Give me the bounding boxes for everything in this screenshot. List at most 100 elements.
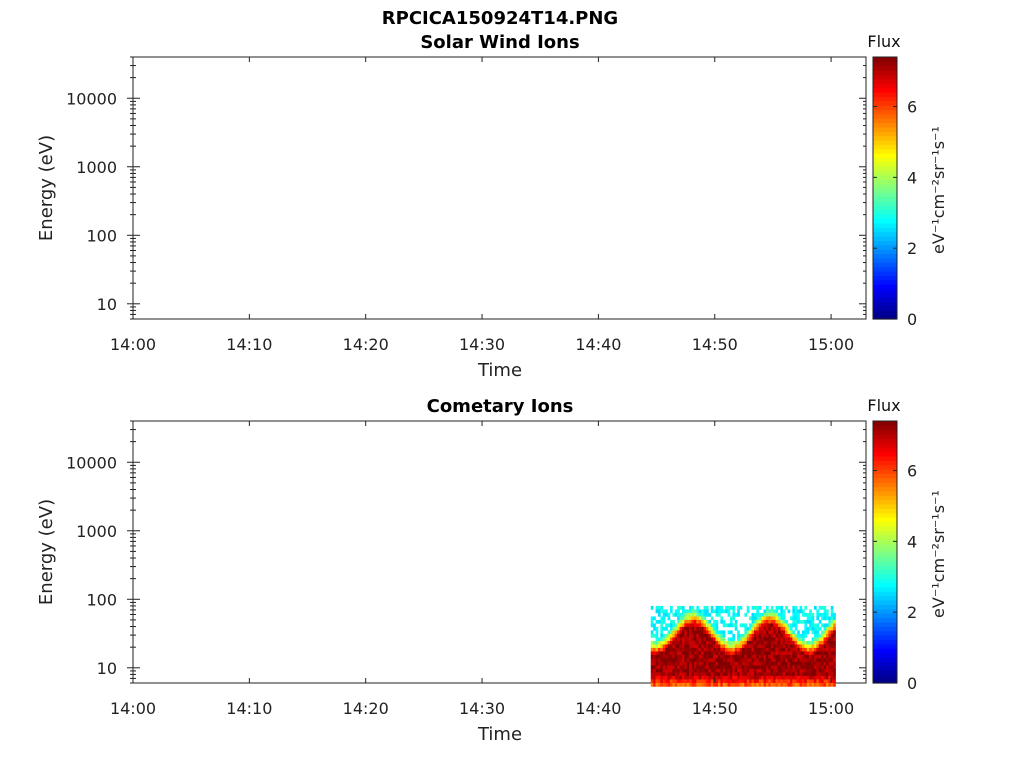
heatmap-cell [727,675,731,680]
heatmap-cell [681,616,685,621]
heatmap-cell [727,682,731,687]
colorbar-tick-label: 0 [907,674,917,693]
heatmap-cell [734,619,738,624]
heatmap-cell [751,619,755,624]
heatmap-cell [813,630,817,635]
heatmap-cell [662,679,666,684]
heatmap-cell [693,630,697,635]
heatmap-cell [686,609,690,614]
heatmap-cell [811,679,815,684]
colorbar-segment [873,543,897,549]
heatmap-cell [770,647,774,652]
heatmap-cell [665,651,668,656]
heatmap-cell [804,651,808,656]
heatmap-cell [765,658,769,663]
heatmap-cell [794,675,798,680]
heatmap-cell [830,637,834,642]
heatmap-cell [715,654,719,659]
heatmap-cell [717,679,721,684]
heatmap-cell [818,651,822,656]
heatmap-cell [684,633,688,638]
heatmap-cell [833,630,836,635]
heatmap-cell [782,675,786,680]
heatmap-cell [799,682,803,687]
colorbar-segment [873,455,897,461]
heatmap-cell [741,647,745,652]
heatmap-cell [686,640,690,645]
heatmap-cell [717,675,721,680]
heatmap-cell [792,623,796,628]
heatmap-cell [710,616,714,621]
heatmap-cell [674,682,678,687]
heatmap-cell [830,672,834,677]
heatmap-cell [662,647,666,652]
heatmap-cell [722,644,726,649]
heatmap-cell [672,654,676,659]
heatmap-cell [801,609,805,614]
heatmap-cell [818,612,822,617]
heatmap-cell [763,623,767,628]
heatmap-cell [734,651,738,656]
heatmap-cell [797,612,800,617]
heatmap-cell [729,647,733,652]
heatmap-cell [667,644,671,649]
colorbar-segment [873,218,897,224]
heatmap-cell [761,623,764,628]
heatmap-cell [787,654,791,659]
heatmap-cell [818,675,822,680]
heatmap-cell [679,623,683,628]
heatmap-cell [691,682,695,687]
heatmap-cell [825,651,829,656]
heatmap-cell [780,623,784,628]
heatmap-cell [717,661,721,666]
heatmap-cell [749,675,752,680]
heatmap-cell [655,668,659,673]
heatmap-cell [739,682,743,687]
heatmap-cell [715,644,719,649]
heatmap-cell [801,651,805,656]
heatmap-cell [729,672,733,677]
heatmap-cell [811,644,815,649]
heatmap-cell [816,640,820,645]
heatmap-cell [677,626,680,631]
heatmap-cell [830,644,834,649]
heatmap-cell [833,658,836,663]
heatmap-cell [708,630,712,635]
heatmap-cell [751,661,755,666]
heatmap-cell [811,658,815,663]
heatmap-cell [665,644,668,649]
heatmap-cell [794,605,798,610]
heatmap-cell [679,647,683,652]
heatmap-cell [691,675,695,680]
heatmap-cell [782,626,786,631]
heatmap-cell [696,665,700,670]
heatmap-cell [650,672,654,677]
colorbar-segment [873,240,897,246]
colorbar-segment [873,113,897,119]
heatmap-cell [825,626,829,631]
heatmap-cell [777,644,781,649]
heatmap-cell [777,640,781,645]
heatmap-cell [665,612,668,617]
heatmap-cell [677,640,680,645]
colorbar-segment [873,429,897,435]
heatmap-cell [785,661,788,666]
heatmap-cell [732,668,736,673]
heatmap-cell [650,651,654,656]
heatmap-cell [789,623,793,628]
colorbar-tick-label: 0 [907,310,917,329]
colorbar-segment [873,665,897,671]
heatmap-cell [825,630,829,635]
heatmap-cell [667,668,671,673]
heatmap-cell [782,661,786,666]
heatmap-cell [761,633,764,638]
heatmap-cell [674,609,678,614]
heatmap-cell [809,644,812,649]
heatmap-cell [787,609,791,614]
heatmap-cell [799,644,803,649]
heatmap-cell [681,679,685,684]
heatmap-cell [710,647,714,652]
heatmap-cell [741,640,745,645]
heatmap-cell [830,654,834,659]
heatmap-cell [677,647,680,652]
